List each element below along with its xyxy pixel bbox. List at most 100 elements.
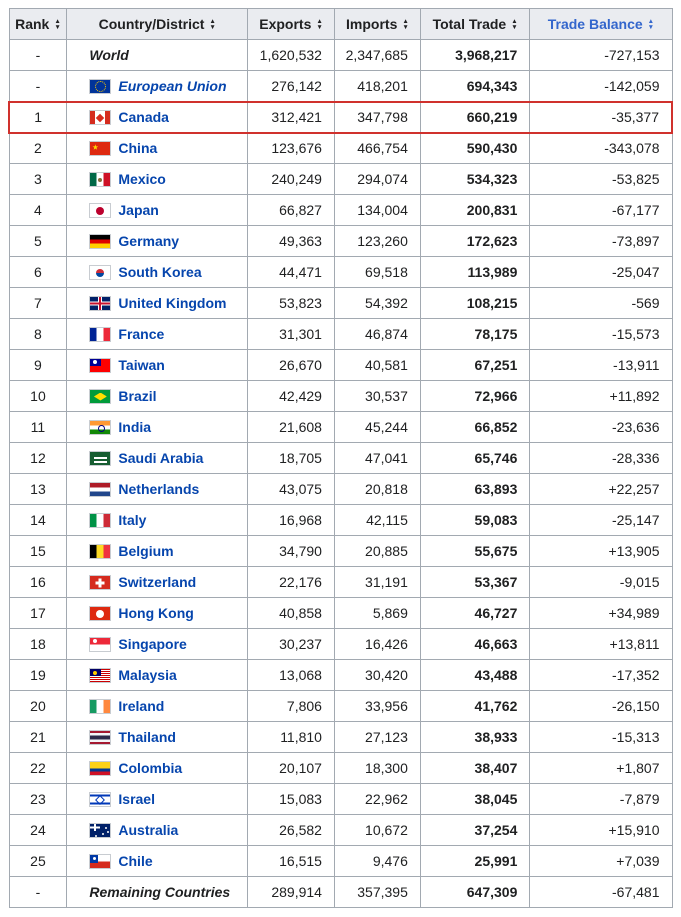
exports-cell: 13,068 [247,659,335,691]
country-link[interactable]: Belgium [118,543,174,559]
imports-cell: 2,347,685 [333,39,421,71]
imports-cell: 357,395 [333,876,421,908]
rank-cell: 13 [8,473,68,505]
table-row: 10 Brazil 42,429 30,537 72,966 +11,892 [8,380,673,412]
trade-balance-cell: +15,910 [529,814,673,846]
header-trade-balance-link[interactable]: Trade Balance [547,16,643,32]
table-row: 22 Colombia 20,107 18,300 38,407 +1,807 [8,752,673,784]
country-cell: Malaysia [66,659,249,691]
header-country[interactable]: Country/District [66,8,249,40]
imports-cell: 33,956 [333,690,421,722]
exports-cell: 44,471 [247,256,335,288]
exports-cell: 40,858 [247,597,335,629]
country-link[interactable]: Israel [118,791,155,807]
netherlands-flag-icon [89,482,112,497]
country-label: World [89,47,129,63]
rank-cell: 3 [8,163,68,195]
country-cell: Chile [66,845,249,877]
table-row: 8 France 31,301 46,874 78,175 -15,573 [8,318,673,350]
table-row: 25 Chile 16,515 9,476 25,991 +7,039 [8,845,673,877]
country-cell: South Korea [66,256,249,288]
country-link[interactable]: Australia [118,822,179,838]
country-link[interactable]: Ireland [118,698,165,714]
header-total-trade[interactable]: Total Trade [419,8,531,40]
exports-cell: 123,676 [247,132,335,164]
total-trade-cell: 38,045 [419,783,531,815]
country-link[interactable]: China [118,140,158,157]
exports-cell: 43,075 [247,473,335,505]
country-link[interactable]: Japan [118,202,159,218]
country-label: Remaining Countries [89,884,231,900]
total-trade-cell: 59,083 [419,504,531,536]
ireland-flag-icon [89,699,112,714]
rank-cell: 9 [8,349,68,381]
table-row: 4 Japan 66,827 134,004 200,831 -67,177 [8,194,673,226]
total-trade-cell: 53,367 [419,566,531,598]
header-rank[interactable]: Rank [8,8,68,40]
exports-cell: 31,301 [247,318,335,350]
table-row: 13 Netherlands 43,075 20,818 63,893 +22,257 [8,473,673,505]
total-trade-cell: 72,966 [419,380,531,412]
country-cell: France [66,318,249,350]
imports-cell: 418,201 [333,70,421,102]
total-trade-cell: 41,762 [419,690,531,722]
imports-cell: 20,885 [333,535,421,567]
country-link[interactable]: France [118,326,165,342]
imports-cell: 134,004 [333,194,421,226]
country-link[interactable]: Brazil [118,388,157,404]
country-cell: Taiwan [66,349,249,381]
header-trade-balance[interactable]: Trade Balance [529,8,673,40]
country-link[interactable]: Mexico [118,171,166,187]
table-row: 2 China 123,676 466,754 590,430 -343,078 [8,132,673,164]
country-link[interactable]: Canada [118,109,169,125]
country-link[interactable]: United Kingdom [118,295,227,311]
country-link[interactable]: India [118,419,152,435]
header-country-label: Country/District [98,16,205,32]
country-link[interactable]: European Union [118,77,227,94]
country-link[interactable]: Chile [118,853,153,869]
exports-cell: 276,142 [247,70,335,102]
exports-cell: 16,968 [247,504,335,536]
switzerland-flag-icon [89,575,112,590]
table-row: 7 United Kingdom 53,823 54,392 108,215 -569 [8,287,673,319]
country-link[interactable]: Thailand [118,729,176,745]
header-exports[interactable]: Exports [247,8,335,40]
rank-cell: 11 [8,411,68,443]
country-link[interactable]: Singapore [118,636,187,652]
saudiarabia-flag-icon [89,451,112,466]
trade-balance-cell: +13,905 [529,535,673,567]
country-link[interactable]: Taiwan [118,357,165,373]
total-trade-cell: 172,623 [419,225,531,257]
table-row: 23 Israel 15,083 22,962 38,045 -7,879 [8,783,673,815]
country-link[interactable]: Malaysia [118,667,177,683]
italy-flag-icon [89,513,112,528]
country-link[interactable]: Italy [118,512,147,528]
sort-icon [54,19,60,31]
imports-cell: 20,818 [333,473,421,505]
country-cell: Japan [66,194,249,226]
exports-cell: 53,823 [247,287,335,319]
country-link[interactable]: Colombia [118,760,183,776]
country-link[interactable]: Hong Kong [118,605,194,621]
country-link[interactable]: South Korea [118,264,202,280]
table-row: 19 Malaysia 13,068 30,420 43,488 -17,352 [8,659,673,691]
country-link[interactable]: Germany [118,233,180,249]
country-cell: Singapore [66,628,249,660]
imports-cell: 16,426 [333,628,421,660]
france-flag-icon [89,327,112,342]
imports-cell: 69,518 [333,256,421,288]
country-link[interactable]: Netherlands [118,481,200,497]
total-trade-cell: 67,251 [419,349,531,381]
table-row: 6 South Korea 44,471 69,518 113,989 -25,047 [8,256,673,288]
country-link[interactable]: Switzerland [118,574,197,590]
country-link[interactable]: Saudi Arabia [118,450,204,466]
total-trade-cell: 43,488 [419,659,531,691]
imports-cell: 294,074 [333,163,421,195]
trade-balance-cell: -67,481 [529,876,673,908]
imports-cell: 347,798 [333,100,421,134]
total-trade-cell: 3,968,217 [419,39,531,71]
table-row: 18 Singapore 30,237 16,426 46,663 +13,811 [8,628,673,660]
exports-cell: 240,249 [247,163,335,195]
imports-cell: 9,476 [333,845,421,877]
header-imports[interactable]: Imports [333,8,421,40]
